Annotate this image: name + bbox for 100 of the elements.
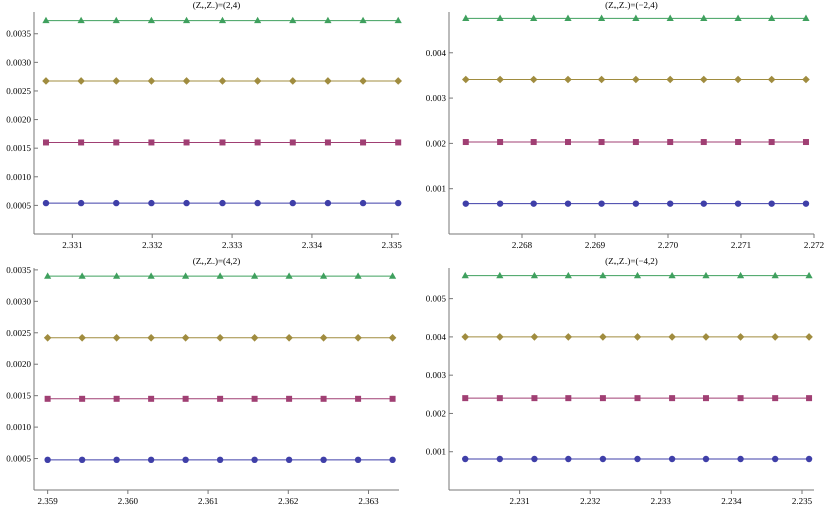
point <box>395 200 402 206</box>
x-tick-label: 2.333 <box>222 240 243 250</box>
point <box>632 76 640 84</box>
point <box>802 76 810 84</box>
chart-title: (Z₊,Z₋)=(4,2) <box>192 256 240 266</box>
point <box>666 200 674 207</box>
point <box>148 16 156 24</box>
point <box>360 139 366 146</box>
y-tick-label: 0.005 <box>426 294 446 304</box>
point <box>496 14 504 21</box>
point <box>182 334 190 342</box>
chart-title: (Z₊,Z₋)=(2,4) <box>192 0 240 10</box>
point <box>806 395 812 402</box>
point <box>702 333 710 341</box>
point <box>734 14 742 21</box>
point <box>565 456 572 462</box>
point <box>496 395 503 402</box>
y-tick-label: 0.002 <box>426 408 446 418</box>
point <box>78 272 86 279</box>
point <box>148 139 154 146</box>
point <box>78 200 84 206</box>
point <box>218 77 226 85</box>
point <box>113 200 120 206</box>
point <box>768 200 775 207</box>
point <box>531 456 538 462</box>
point <box>148 272 155 279</box>
y-tick-label: 0.0020 <box>6 114 32 125</box>
point <box>184 139 190 146</box>
point <box>254 139 261 146</box>
point <box>395 139 402 146</box>
point <box>461 333 470 341</box>
point <box>390 396 396 402</box>
point <box>182 396 189 402</box>
point <box>148 200 155 206</box>
point <box>182 77 190 85</box>
point <box>771 333 779 341</box>
point <box>288 77 297 85</box>
point <box>324 77 332 85</box>
point <box>564 14 572 21</box>
point <box>772 272 779 278</box>
point <box>768 139 775 146</box>
y-tick-label: 0.0005 <box>6 454 32 464</box>
y-tick-label: 0.0010 <box>6 422 32 432</box>
point <box>290 139 296 146</box>
point <box>112 334 120 342</box>
x-tick-label: 2.268 <box>512 240 533 250</box>
y-tick-label: 0.001 <box>426 446 446 457</box>
x-tick-label: 2.234 <box>721 496 742 506</box>
point <box>286 396 292 402</box>
point <box>251 272 258 279</box>
point <box>324 16 332 24</box>
x-tick-label: 2.232 <box>580 496 600 506</box>
point <box>324 139 331 146</box>
point <box>254 200 261 206</box>
point <box>251 456 258 464</box>
point <box>666 76 674 84</box>
y-tick-label: 0.004 <box>426 332 446 342</box>
point <box>78 139 84 146</box>
point <box>530 200 537 207</box>
y-tick-label: 0.003 <box>426 370 446 380</box>
point <box>254 77 262 85</box>
y-tick-label: 0.002 <box>426 138 446 148</box>
point <box>219 200 226 206</box>
point <box>462 272 469 278</box>
x-tick-label: 2.360 <box>118 496 138 506</box>
point <box>113 456 120 464</box>
point <box>736 333 744 341</box>
point <box>112 77 120 85</box>
point <box>250 334 258 342</box>
point <box>320 396 327 402</box>
point <box>320 272 328 279</box>
x-tick-label: 2.334 <box>302 240 323 250</box>
point <box>42 139 49 146</box>
x-tick-label: 2.363 <box>358 496 380 506</box>
point <box>78 456 86 464</box>
point <box>148 77 156 85</box>
point <box>496 272 504 278</box>
point <box>394 77 402 85</box>
point <box>182 272 190 279</box>
point <box>286 456 292 464</box>
x-tick-label: 2.361 <box>198 496 218 506</box>
x-tick-label: 2.335 <box>382 240 402 250</box>
y-tick-label: 0.0030 <box>6 296 32 306</box>
y-tick-label: 0.0015 <box>6 390 32 401</box>
point <box>254 16 262 24</box>
point <box>216 456 224 464</box>
point <box>462 456 468 462</box>
y-tick-label: 0.0010 <box>6 172 32 182</box>
point <box>114 396 120 402</box>
point <box>462 395 468 402</box>
point <box>735 139 742 146</box>
point <box>632 139 639 146</box>
y-tick-label: 0.0005 <box>6 200 32 210</box>
point <box>42 200 50 206</box>
y-tick-label: 0.0035 <box>6 28 32 39</box>
point <box>389 456 396 464</box>
point <box>388 272 396 279</box>
point <box>734 76 742 84</box>
point <box>734 200 742 207</box>
point <box>388 334 396 342</box>
